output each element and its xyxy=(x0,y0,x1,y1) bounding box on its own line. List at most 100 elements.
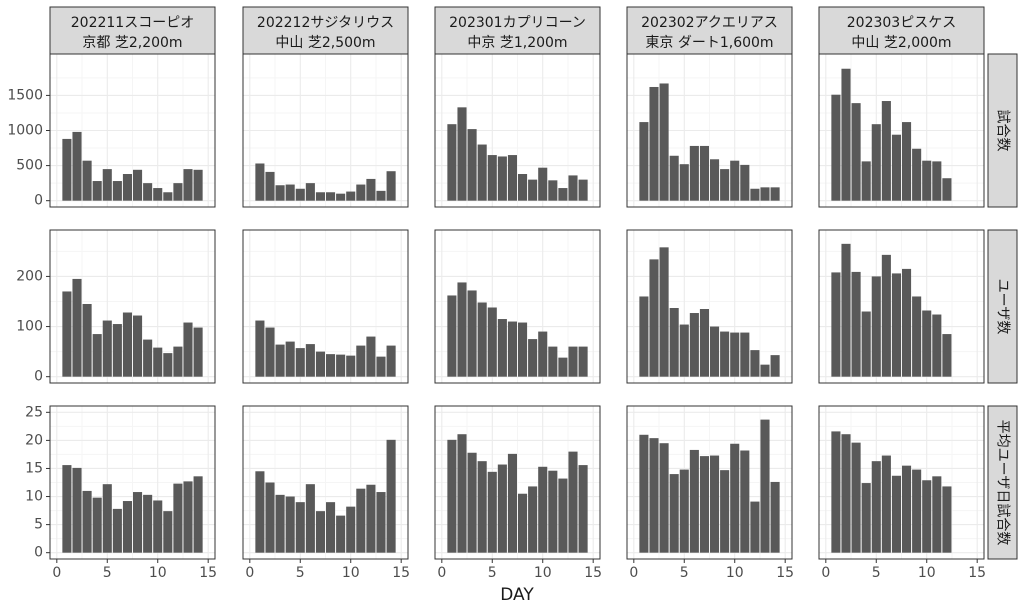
bar xyxy=(315,351,325,377)
bar xyxy=(163,511,173,553)
row-strip: 平均ユーザ日試合数 xyxy=(987,405,1018,560)
bar xyxy=(92,334,102,377)
bar xyxy=(122,174,132,201)
row-strip-label: 平均ユーザ日試合数 xyxy=(995,420,1011,546)
bar xyxy=(346,191,356,201)
y-tick-label: 200 xyxy=(16,268,43,284)
x-tick-label: 0 xyxy=(437,565,446,581)
bar xyxy=(447,124,457,201)
bar xyxy=(356,488,366,553)
panel-border xyxy=(626,229,793,384)
bar xyxy=(720,331,730,377)
bar xyxy=(326,354,336,377)
column-strip-bg xyxy=(434,6,601,55)
bar xyxy=(82,490,92,553)
bar xyxy=(831,94,841,201)
bar xyxy=(720,169,730,201)
bar xyxy=(487,307,497,377)
bar xyxy=(659,443,669,553)
x-tick-label: 10 xyxy=(342,565,360,581)
bar xyxy=(467,129,477,201)
bar xyxy=(143,339,153,377)
bar xyxy=(831,272,841,377)
x-tick-label: 5 xyxy=(488,565,497,581)
bar xyxy=(295,502,305,553)
bar xyxy=(173,483,183,553)
bar xyxy=(467,452,477,553)
bar xyxy=(902,122,912,201)
bar xyxy=(851,103,861,201)
bar xyxy=(912,469,922,553)
bar xyxy=(336,193,346,201)
bar xyxy=(386,439,396,553)
bar xyxy=(659,83,669,201)
bar xyxy=(193,169,203,201)
bar xyxy=(457,434,467,553)
bar xyxy=(528,486,538,553)
facet-panel xyxy=(49,229,216,384)
bar xyxy=(102,169,112,201)
facet-panel xyxy=(626,229,793,384)
bar xyxy=(163,353,173,377)
bar xyxy=(497,319,507,377)
bar xyxy=(265,482,275,553)
bar xyxy=(861,161,871,201)
bar xyxy=(871,276,881,377)
bar xyxy=(193,327,203,377)
bar xyxy=(92,181,102,201)
column-strip-bg xyxy=(242,6,409,55)
bar xyxy=(689,145,699,201)
facet-panel xyxy=(626,53,793,208)
bar xyxy=(568,451,578,553)
column-strip-title: 202301カプリコーン xyxy=(449,15,586,31)
bar xyxy=(932,314,942,377)
column-strip-bg xyxy=(818,6,985,55)
bar xyxy=(487,471,497,553)
bar xyxy=(507,155,517,201)
bar xyxy=(72,278,82,377)
bar xyxy=(760,187,770,201)
panel-border xyxy=(242,229,409,384)
bar xyxy=(932,476,942,553)
column-strip-bg xyxy=(626,6,793,55)
bar xyxy=(305,484,315,553)
bar xyxy=(255,163,265,201)
x-tick-label: 10 xyxy=(149,565,167,581)
bar xyxy=(841,243,851,377)
x-tick-label: 5 xyxy=(680,565,689,581)
y-tick-label: 500 xyxy=(16,158,43,174)
bar xyxy=(518,174,528,201)
bar xyxy=(183,481,193,553)
bar xyxy=(881,455,891,553)
bar xyxy=(173,346,183,377)
column-strip-subtitle: 東京 ダート1,600m xyxy=(645,35,773,51)
bar xyxy=(255,320,265,377)
x-tick-label: 15 xyxy=(199,565,217,581)
bar xyxy=(467,290,477,377)
bar xyxy=(710,455,720,553)
bar xyxy=(497,156,507,201)
bar xyxy=(851,271,861,377)
bar xyxy=(730,443,740,553)
bar xyxy=(102,484,112,553)
x-tick-label: 0 xyxy=(245,565,254,581)
column-strip-title: 202302アクエリアス xyxy=(641,15,778,31)
bar xyxy=(699,456,709,553)
panel-border xyxy=(434,405,601,560)
bar xyxy=(750,188,760,201)
x-tick-label: 0 xyxy=(629,565,638,581)
bar xyxy=(112,508,122,553)
bar xyxy=(72,467,82,553)
bar xyxy=(133,315,143,377)
bar xyxy=(770,481,780,553)
bar xyxy=(315,511,325,553)
bar xyxy=(336,515,346,553)
bar xyxy=(538,167,548,201)
bar xyxy=(548,470,558,553)
bar xyxy=(871,124,881,201)
bar xyxy=(497,464,507,553)
bar xyxy=(568,175,578,201)
facet-panel xyxy=(434,405,601,560)
